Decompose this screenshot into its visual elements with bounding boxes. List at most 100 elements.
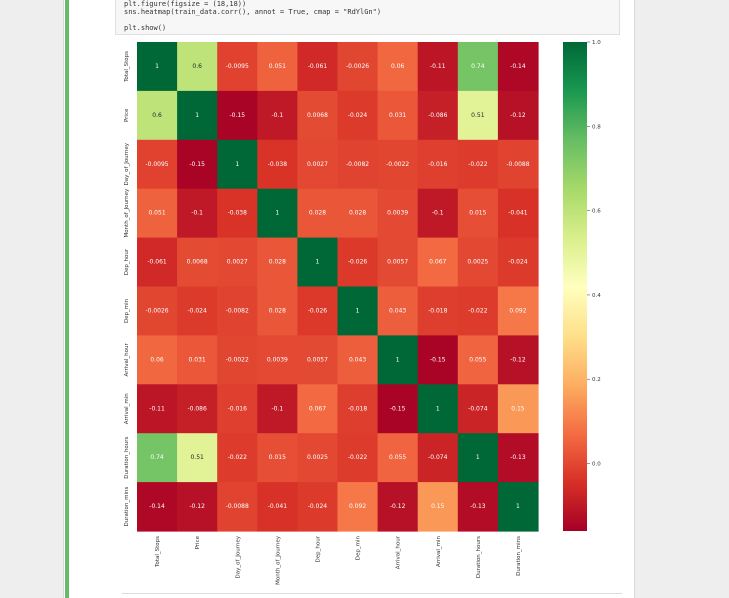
heatmap-cell <box>377 90 419 141</box>
cell-annotation: -0.1 <box>432 210 444 217</box>
y-tick-label: Arrival_min <box>124 393 130 425</box>
cell-annotation: 0.055 <box>389 454 406 461</box>
y-tick-label: Duration_mins <box>124 486 130 526</box>
heatmap-cell <box>137 42 178 92</box>
cell-annotation: 0.0039 <box>267 356 288 363</box>
cell-annotation: -0.026 <box>348 259 368 266</box>
heatmap-cell <box>177 335 218 385</box>
colorbar <box>563 42 587 531</box>
heatmap-cell <box>177 286 218 336</box>
cell-annotation: 0.015 <box>469 210 486 217</box>
heatmap-cell <box>417 433 459 483</box>
heatmap-cell <box>217 482 258 532</box>
heatmap-cell <box>137 433 178 483</box>
cell-annotation: 0.74 <box>150 454 164 461</box>
heatmap-cell <box>337 90 379 141</box>
cell-annotation: -0.15 <box>229 112 245 119</box>
cell-annotation: -0.11 <box>149 405 165 412</box>
heatmap-cell <box>137 482 178 532</box>
x-tick-label: Duration_mins <box>516 536 522 576</box>
cell-annotation: -0.14 <box>510 63 526 70</box>
cell-annotation: -0.12 <box>510 356 526 363</box>
cell-annotation: -0.086 <box>187 405 207 412</box>
cell-annotation: -0.022 <box>228 454 248 461</box>
cell-annotation: 0.0027 <box>307 161 328 168</box>
cell-annotation: -0.12 <box>189 503 205 510</box>
heatmap-cell <box>417 384 459 434</box>
cell-annotation: 1 <box>316 259 320 266</box>
heatmap-cell <box>497 42 539 92</box>
cell-annotation: -0.018 <box>428 307 448 314</box>
heatmap-cell <box>457 433 499 483</box>
cell-annotation: -0.0026 <box>346 63 369 70</box>
heatmap-cell <box>457 139 499 190</box>
heatmap-cell <box>377 286 419 336</box>
colorbar-tick-label: 0.2 <box>592 377 601 383</box>
code-line-4: plt.show() <box>124 24 167 32</box>
heatmap-cell <box>257 482 298 532</box>
heatmap-cell <box>217 90 258 141</box>
cell-annotation: -0.061 <box>308 63 328 70</box>
cell-annotation: -0.0088 <box>506 161 529 168</box>
heatmap-cell <box>137 384 178 434</box>
cell-annotation: 0.055 <box>469 356 486 363</box>
cell-annotation: -0.15 <box>430 356 446 363</box>
heatmap-cell <box>257 139 298 190</box>
colorbar-tick-label: 0.8 <box>592 124 601 130</box>
heatmap-cell <box>297 188 339 239</box>
cell-annotation: -0.1 <box>191 210 203 217</box>
heatmap-cell <box>137 237 178 288</box>
cell-annotation: -0.0082 <box>226 307 249 314</box>
heatmap-cell <box>417 90 459 141</box>
code-line-2: sns.heatmap(train_data.corr(), annot = T… <box>124 8 382 16</box>
heatmap-cell <box>377 139 419 190</box>
heatmap-cell <box>177 384 218 434</box>
y-tick-label: Price <box>124 108 130 122</box>
cell-annotation: -0.086 <box>428 112 448 119</box>
heatmap-cell <box>337 384 379 434</box>
heatmap-cell <box>417 237 459 288</box>
cell-annotation: 0.51 <box>190 454 204 461</box>
cell-annotation: 1 <box>195 112 199 119</box>
output-divider <box>122 593 622 594</box>
cell-annotation: 0.043 <box>349 356 366 363</box>
heatmap-cell <box>257 42 298 92</box>
cell-annotation: -0.061 <box>147 259 167 266</box>
heatmap-cell <box>497 90 539 141</box>
heatmap-cell <box>377 335 419 385</box>
heatmap-cell <box>217 433 258 483</box>
cell-annotation: 1 <box>155 63 159 70</box>
heatmap-cell <box>217 335 258 385</box>
code-line-1: plt.figure(figsize = (18,18)) <box>124 0 247 8</box>
cell-annotation: 1 <box>436 405 440 412</box>
heatmap-cell <box>297 335 339 385</box>
x-tick-label: Arrival_hour <box>396 535 402 569</box>
heatmap-cell <box>497 433 539 483</box>
heatmap-cell <box>257 188 298 239</box>
heatmap-cell <box>497 286 539 336</box>
x-tick-label: Dep_min <box>356 535 362 560</box>
heatmap-cell <box>497 188 539 239</box>
cell-selection-bar[interactable] <box>65 0 69 598</box>
heatmap-cell <box>257 90 298 141</box>
cell-annotation: -0.14 <box>149 503 165 510</box>
cell-annotation: 1 <box>396 356 400 363</box>
heatmap-cell <box>497 237 539 288</box>
cell-annotation: 0.06 <box>150 356 164 363</box>
heatmap-cell <box>297 237 339 288</box>
cell-annotation: -0.15 <box>390 405 406 412</box>
heatmap-cell <box>497 139 539 190</box>
heatmap-cell <box>177 482 218 532</box>
heatmap-cell <box>457 188 499 239</box>
cell-annotation: -0.024 <box>308 503 328 510</box>
heatmap-cell <box>417 188 459 239</box>
code-cell[interactable]: plt.figure(figsize = (18,18)) sns.heatma… <box>115 0 620 35</box>
cell-annotation: -0.13 <box>510 454 526 461</box>
cell-annotation: 0.0025 <box>307 454 328 461</box>
heatmap-cell <box>497 335 539 385</box>
colorbar-tick-label: 0.0 <box>592 462 601 468</box>
x-tick-label: Price <box>195 535 201 549</box>
cell-annotation: 0.043 <box>389 307 406 314</box>
cell-annotation: -0.016 <box>228 405 248 412</box>
